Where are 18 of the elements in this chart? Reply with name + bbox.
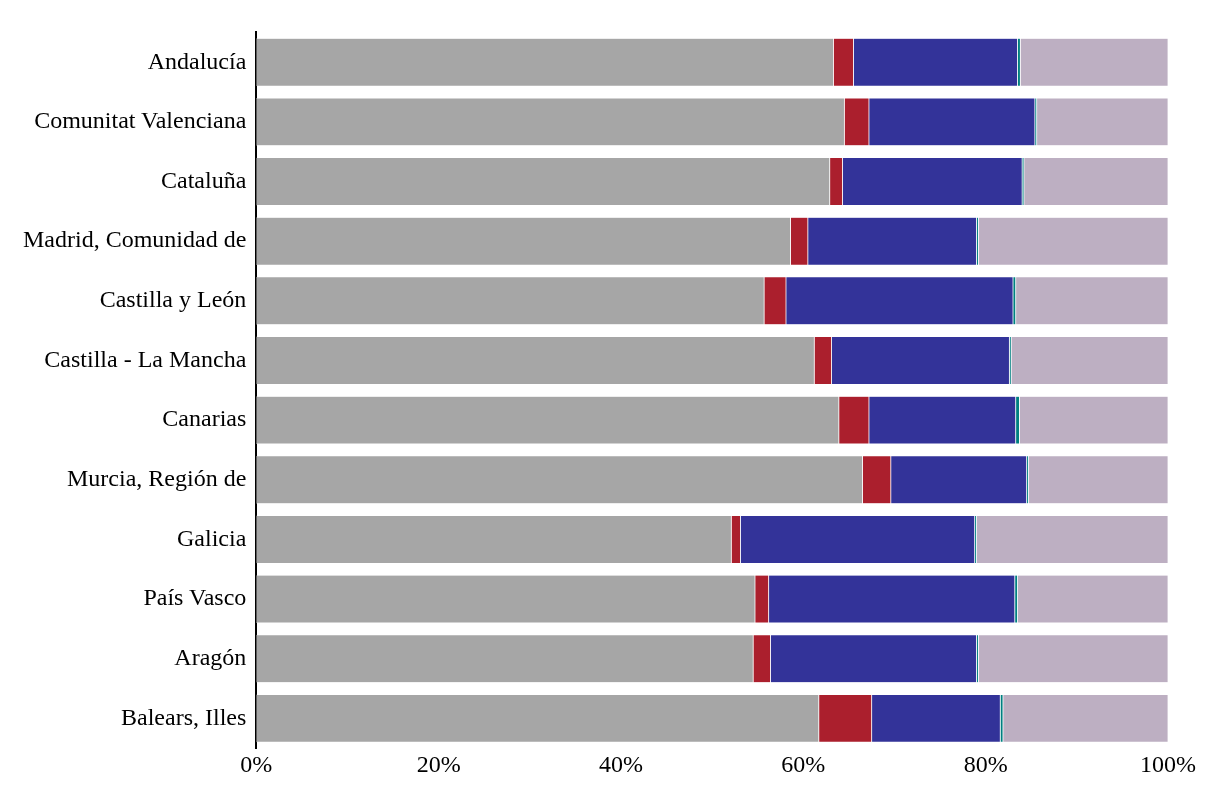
x-tick-label: 80% bbox=[963, 750, 1008, 777]
y-tick-label: Murcia, Región de bbox=[67, 465, 247, 492]
y-tick-label: Aragón bbox=[174, 644, 247, 671]
y-tick-label: Castilla y León bbox=[99, 286, 247, 313]
y-tick-label: Castilla - La Mancha bbox=[44, 345, 247, 372]
y-tick-label: Canarias bbox=[162, 405, 247, 432]
x-tick-label: 0% bbox=[240, 750, 273, 777]
y-tick-label: Comunitat Valenciana bbox=[34, 107, 247, 134]
y-tick-label: Andalucía bbox=[147, 47, 247, 74]
y-tick-label: Cataluña bbox=[160, 166, 247, 193]
x-tick-label: 40% bbox=[598, 750, 643, 777]
x-tick-label: 100% bbox=[1140, 750, 1196, 777]
y-tick-label: Madrid, Comunidad de bbox=[22, 226, 247, 253]
y-tick-label: Galicia bbox=[177, 524, 247, 551]
y-tick-label: País Vasco bbox=[143, 584, 247, 611]
y-tick-label: Balears, Illes bbox=[121, 703, 247, 730]
x-tick-label: 20% bbox=[416, 750, 461, 777]
x-tick-label: 60% bbox=[781, 750, 826, 777]
